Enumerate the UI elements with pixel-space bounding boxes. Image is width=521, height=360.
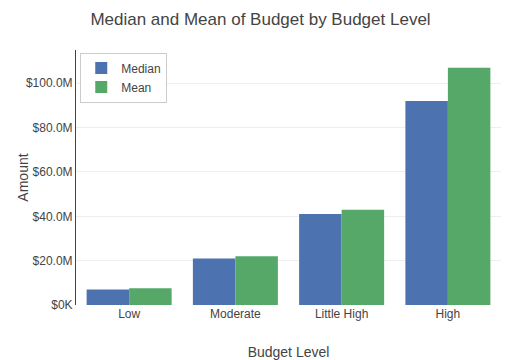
svg-text:$0K: $0K [51, 298, 72, 312]
svg-text:High: High [436, 307, 461, 321]
svg-text:$80.0M: $80.0M [33, 121, 73, 135]
svg-text:$60.0M: $60.0M [33, 165, 73, 179]
svg-text:$20.0M: $20.0M [33, 254, 73, 268]
svg-text:Mean: Mean [121, 81, 151, 95]
svg-text:Amount: Amount [15, 153, 31, 201]
svg-text:Median and Mean of Budget by B: Median and Mean of Budget by Budget Leve… [90, 10, 430, 29]
svg-text:$100.0M: $100.0M [26, 76, 73, 90]
svg-text:Low: Low [118, 307, 140, 321]
svg-text:Little High: Little High [315, 307, 368, 321]
svg-text:$40.0M: $40.0M [33, 210, 73, 224]
svg-text:Moderate: Moderate [210, 307, 261, 321]
svg-text:Budget Level: Budget Level [248, 344, 330, 360]
svg-text:Median: Median [121, 62, 160, 76]
